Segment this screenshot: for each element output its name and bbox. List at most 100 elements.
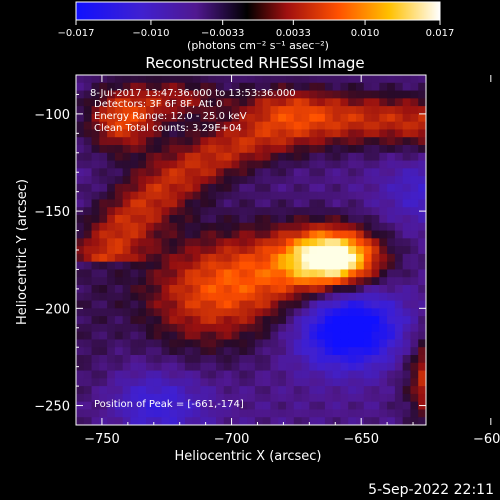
heatmap-cell	[324, 168, 334, 177]
heatmap-cell	[83, 152, 92, 161]
heatmap-cell	[107, 106, 116, 115]
heatmap-cell	[122, 417, 131, 425]
heatmap-cell	[161, 222, 170, 231]
heatmap-cell	[122, 168, 131, 177]
heatmap-cell	[138, 300, 147, 309]
heatmap-cell	[208, 401, 217, 410]
heatmap-cell	[317, 160, 326, 169]
heatmap-cell	[317, 269, 326, 278]
heatmap-cell	[293, 230, 302, 239]
heatmap-cell	[161, 386, 170, 395]
heatmap-cell	[208, 215, 217, 224]
heatmap-cell	[231, 285, 240, 294]
heatmap-cell	[107, 160, 116, 169]
heatmap-cell	[394, 222, 404, 231]
heatmap-cell	[239, 285, 248, 294]
heatmap-cell	[192, 409, 201, 418]
heatmap-cell	[317, 222, 326, 231]
heatmap-cell	[208, 168, 217, 177]
heatmap-cell	[192, 145, 201, 154]
heatmap-cell	[247, 316, 256, 325]
heatmap-cell	[332, 409, 341, 418]
heatmap-cell	[356, 168, 365, 177]
heatmap-cell	[402, 370, 411, 379]
heatmap-cell	[387, 238, 396, 247]
heatmap-cell	[169, 121, 178, 130]
heatmap-cell	[379, 152, 388, 161]
heatmap-cell	[208, 300, 217, 309]
heatmap-cell	[91, 215, 100, 224]
heatmap-cell	[83, 292, 92, 301]
heatmap-cell	[348, 222, 357, 231]
heatmap-cell	[130, 168, 139, 177]
colorbar-tick-label: −0.0033	[201, 28, 244, 39]
heatmap-cell	[348, 238, 357, 247]
heatmap-cell	[371, 386, 380, 395]
heatmap-cell	[402, 409, 411, 418]
heatmap-cell	[309, 339, 318, 348]
heatmap-cell	[324, 191, 334, 200]
heatmap-cell	[161, 331, 170, 340]
heatmap-cell	[153, 238, 162, 247]
heatmap-cell	[130, 215, 139, 224]
heatmap-cell	[184, 417, 194, 425]
heatmap-cell	[107, 253, 116, 263]
heatmap-cell	[231, 417, 240, 425]
heatmap-cell	[262, 409, 271, 418]
heatmap-cell	[394, 386, 404, 395]
heatmap-cell	[184, 362, 194, 371]
heatmap-cell	[356, 106, 365, 115]
heatmap-cell	[340, 207, 349, 216]
heatmap-cell	[418, 308, 426, 317]
heatmap-cell	[208, 386, 217, 395]
heatmap-cell	[138, 285, 147, 294]
heatmap-cell	[76, 160, 85, 169]
heatmap-cell	[254, 308, 264, 317]
heatmap-cell	[107, 355, 116, 364]
annotation-detectors: Detectors: 3F 6F 8F, Att 0	[94, 99, 222, 110]
heatmap-cell	[348, 316, 357, 325]
heatmap-cell	[418, 331, 426, 340]
heatmap-cell	[177, 176, 186, 185]
heatmap-cell	[177, 160, 186, 169]
heatmap-cell	[340, 386, 349, 395]
heatmap-cell	[200, 222, 209, 231]
heatmap-cell	[363, 90, 372, 99]
heatmap-cell	[200, 137, 209, 146]
heatmap-cell	[309, 355, 318, 364]
heatmap-cell	[192, 417, 201, 425]
heatmap-cell	[146, 246, 155, 255]
heatmap-cell	[254, 386, 264, 395]
heatmap-cell	[138, 207, 147, 216]
heatmap-cell	[324, 75, 334, 84]
heatmap-cell	[146, 75, 155, 84]
heatmap-cell	[216, 285, 225, 294]
heatmap-cell	[130, 191, 139, 200]
heatmap-cell	[309, 183, 318, 193]
heatmap-cell	[208, 191, 217, 200]
heatmap-cell	[278, 339, 287, 348]
heatmap-cell	[309, 129, 318, 138]
heatmap-cell	[317, 191, 326, 200]
heatmap-cell	[363, 292, 372, 301]
heatmap-cell	[309, 347, 318, 356]
heatmap-cell	[146, 230, 155, 239]
heatmap-cell	[348, 199, 357, 208]
heatmap-cell	[216, 183, 225, 193]
heatmap-cell	[410, 339, 419, 348]
heatmap-cell	[324, 129, 334, 138]
heatmap-cell	[301, 292, 310, 301]
heatmap-cell	[363, 160, 372, 169]
heatmap-cell	[239, 292, 248, 301]
heatmap-cell	[153, 331, 162, 340]
heatmap-cell	[83, 316, 92, 325]
heatmap-cell	[270, 98, 279, 107]
heatmap-cell	[262, 215, 271, 224]
heatmap-cell	[247, 207, 256, 216]
heatmap-cell	[301, 98, 310, 107]
heatmap-cell	[262, 121, 271, 130]
heatmap-cell	[153, 347, 162, 356]
heatmap-cell	[130, 323, 139, 333]
heatmap-cell	[208, 331, 217, 340]
heatmap-cell	[324, 215, 334, 224]
